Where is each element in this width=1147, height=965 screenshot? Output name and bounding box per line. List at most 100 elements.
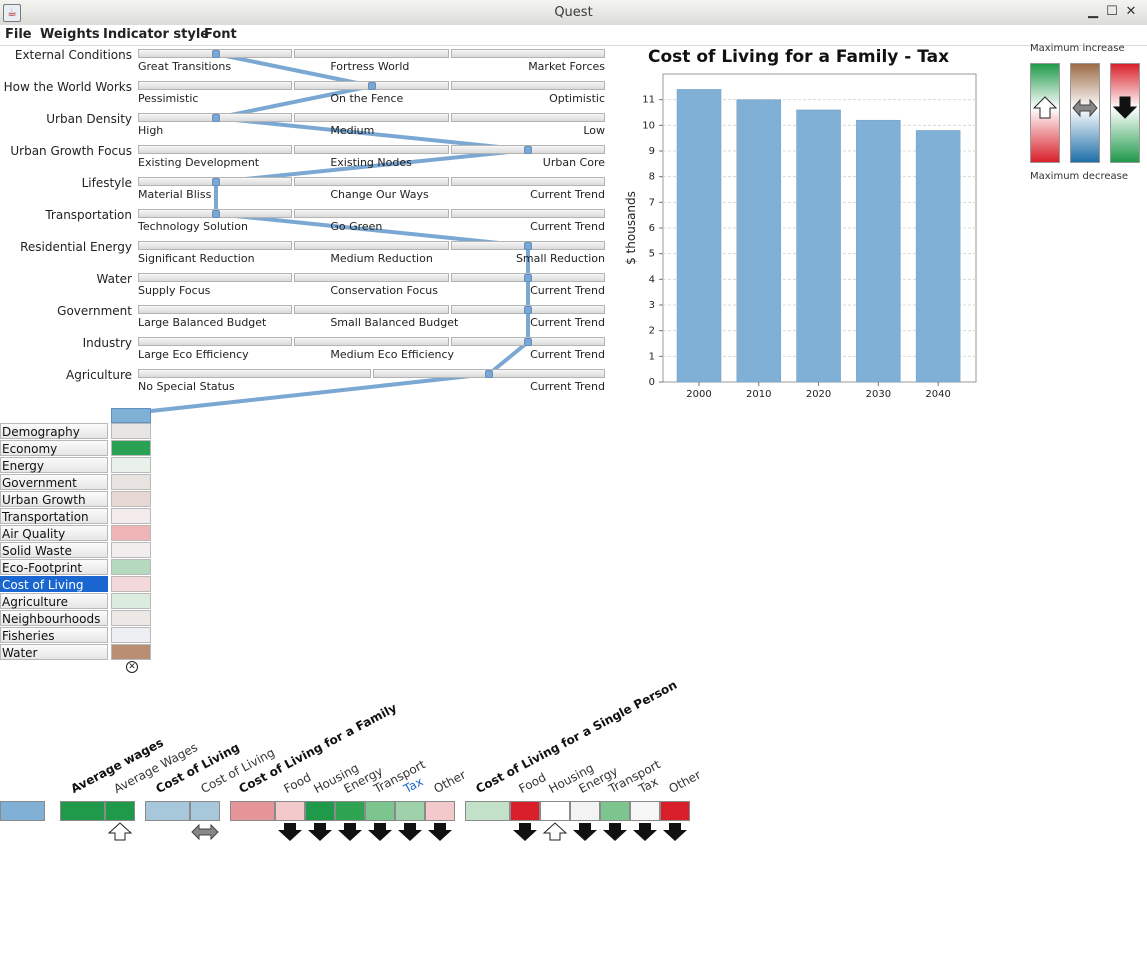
indicator-item[interactable]: Transportation [0,508,108,524]
scenario-option-label[interactable]: Current Trend [530,188,605,201]
breakdown-cell[interactable] [230,801,275,821]
scenario-option-slot[interactable] [294,209,449,218]
breakdown-cell[interactable] [105,801,135,821]
indicator-item[interactable]: Solid Waste [0,542,108,558]
scenario-selected-marker[interactable] [524,274,532,282]
scenario-option-label[interactable]: Large Balanced Budget [138,316,267,329]
breakdown-cell[interactable] [395,801,425,821]
scenario-option-label[interactable]: Material Bliss [138,188,212,201]
menu-indicator-style[interactable]: Indicator style [103,27,210,42]
close-icon[interactable]: ✕ [126,661,138,673]
scenario-selected-marker[interactable] [212,178,220,186]
scenario-option-label[interactable]: Supply Focus [138,284,211,297]
breakdown-cell[interactable] [60,801,105,821]
scenario-option-label[interactable]: Small Balanced Budget [330,316,459,329]
breakdown-cell[interactable] [570,801,600,821]
scenario-option-slot[interactable] [450,81,605,90]
indicator-item[interactable]: Economy [0,440,108,456]
scenario-option-slot[interactable] [138,273,293,282]
scenario-option-label[interactable]: Current Trend [530,220,605,233]
scenario-option-label[interactable]: Current Trend [530,284,605,297]
scenario-selected-marker[interactable] [524,306,532,314]
scenario-option-slot[interactable] [450,49,605,58]
breakdown-cell[interactable] [660,801,690,821]
scenario-option-label[interactable]: Existing Development [138,156,260,169]
scenario-option-label[interactable]: Pessimistic [138,92,199,105]
breakdown-cell[interactable] [305,801,335,821]
scenario-option-label[interactable]: High [138,124,164,137]
scenario-selected-marker[interactable] [524,242,532,250]
scenario-option-label[interactable]: Urban Core [542,156,605,169]
scenario-option-slot[interactable] [294,305,449,314]
indicator-item[interactable]: Government [0,474,108,490]
menu-font[interactable]: Font [204,27,237,42]
scenario-option-slot[interactable] [138,81,293,90]
scenario-option-label[interactable]: Large Eco Efficiency [138,348,249,361]
menu-weights[interactable]: Weights [40,27,100,42]
scenario-option-label[interactable]: Go Green [330,220,383,233]
scenario-option-slot[interactable] [294,337,449,346]
scenario-option-label[interactable]: Existing Nodes [330,156,412,169]
breakdown-cell[interactable] [190,801,220,821]
breakdown-cell[interactable] [0,801,45,821]
minimize-icon[interactable]: ▁ [1088,4,1098,19]
indicator-item[interactable]: Cost of Living [0,576,108,592]
indicator-item[interactable]: Eco-Footprint [0,559,108,575]
scenario-option-slot[interactable] [138,145,293,154]
scenario-option-slot[interactable] [294,49,449,58]
breakdown-cell[interactable] [145,801,190,821]
scenario-selected-marker[interactable] [212,210,220,218]
breakdown-cell[interactable] [275,801,305,821]
maximize-icon[interactable]: ☐ [1106,4,1118,19]
indicator-item[interactable]: Agriculture [0,593,108,609]
scenario-option-slot[interactable] [138,369,371,378]
indicator-item[interactable]: Neighbourhoods [0,610,108,626]
scenario-option-label[interactable]: Change Our Ways [330,188,429,201]
scenario-option-slot[interactable] [138,241,293,250]
scenario-option-label[interactable]: Great Transitions [138,60,232,73]
breakdown-cell[interactable] [600,801,630,821]
scenario-option-slot[interactable] [138,337,293,346]
scenario-selected-marker[interactable] [524,338,532,346]
scenario-option-label[interactable]: Technology Solution [138,220,248,233]
scenario-option-label[interactable]: Medium Eco Efficiency [330,348,455,361]
scenario-option-label[interactable]: Fortress World [330,60,410,73]
breakdown-cell[interactable] [510,801,540,821]
breakdown-cell[interactable] [540,801,570,821]
scenario-option-slot[interactable] [294,113,449,122]
scenario-option-label[interactable]: Current Trend [530,380,605,393]
breakdown-cell[interactable] [335,801,365,821]
indicator-item[interactable]: Water [0,644,108,660]
scenario-option-label[interactable]: Optimistic [549,92,605,105]
breakdown-cell[interactable] [425,801,455,821]
scenario-option-label[interactable]: Medium [330,124,375,137]
indicator-item[interactable]: Urban Growth [0,491,108,507]
indicator-item[interactable]: Fisheries [0,627,108,643]
scenario-selected-marker[interactable] [524,146,532,154]
menu-file[interactable]: File [5,27,32,42]
scenario-selected-marker[interactable] [212,50,220,58]
scenario-option-label[interactable]: Market Forces [528,60,605,73]
scenario-option-slot[interactable] [450,113,605,122]
indicator-item[interactable]: Demography [0,423,108,439]
indicator-item[interactable]: Air Quality [0,525,108,541]
scenario-option-label[interactable]: Significant Reduction [138,252,255,265]
scenario-option-slot[interactable] [138,305,293,314]
indicator-item[interactable]: Energy [0,457,108,473]
scenario-option-slot[interactable] [294,145,449,154]
scenario-option-slot[interactable] [294,241,449,250]
breakdown-cell[interactable] [365,801,395,821]
scenario-option-label[interactable]: Current Trend [530,316,605,329]
scenario-selected-marker[interactable] [368,82,376,90]
close-icon[interactable]: ✕ [1125,4,1137,19]
scenario-option-label[interactable]: Medium Reduction [330,252,433,265]
scenario-option-label[interactable]: Low [583,124,605,137]
breakdown-cell[interactable] [465,801,510,821]
scenario-option-label[interactable]: Current Trend [530,348,605,361]
scenario-selected-marker[interactable] [212,114,220,122]
scenario-option-slot[interactable] [294,273,449,282]
scenario-option-label[interactable]: Small Reduction [515,252,605,265]
scenario-option-slot[interactable] [450,177,605,186]
scenario-option-slot[interactable] [294,177,449,186]
scenario-option-label[interactable]: No Special Status [138,380,235,393]
